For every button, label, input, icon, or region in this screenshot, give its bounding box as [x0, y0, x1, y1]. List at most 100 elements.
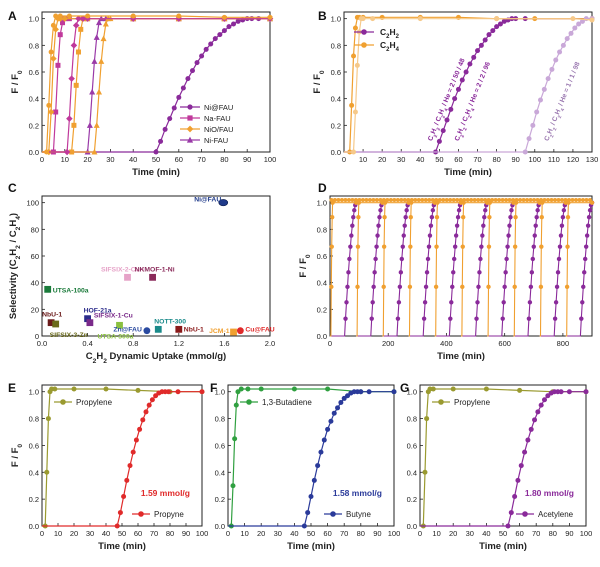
series-line: [356, 202, 383, 337]
data-point: [430, 208, 436, 213]
data-point: [63, 148, 71, 156]
x-tick-label: 100: [388, 529, 401, 538]
y-tick-label: 0.8: [29, 41, 39, 50]
data-point: [465, 198, 470, 202]
data-point: [477, 270, 482, 275]
data-point: [426, 244, 432, 249]
series-6: [42, 15, 274, 156]
data-point: [456, 208, 462, 213]
data-point: [534, 109, 540, 115]
data-point: [530, 256, 536, 262]
data-point: [487, 214, 492, 220]
data-point: [355, 284, 360, 290]
data-point: [391, 389, 397, 395]
axes-frame: [419, 384, 587, 527]
data-point: [93, 122, 100, 128]
data-point: [504, 198, 509, 202]
data-point: [429, 214, 435, 220]
x-tick-label: 0: [40, 155, 44, 164]
y-tick-label: 0.4: [407, 468, 417, 477]
data-point: [538, 284, 544, 290]
scatter-point-label: NbU-1: [42, 312, 62, 319]
data-point: [381, 284, 386, 290]
data-point: [428, 223, 434, 228]
data-point: [121, 493, 127, 499]
data-point: [203, 46, 209, 52]
data-point: [402, 198, 407, 202]
data-point: [130, 449, 136, 455]
data-point: [325, 426, 331, 432]
x-tick-label: 90: [243, 155, 251, 164]
data-point: [230, 483, 236, 489]
y-axis-label: Selectivity (C2H2 / C2H4): [8, 213, 22, 319]
data-point: [525, 437, 531, 443]
data-point: [364, 198, 369, 202]
data-point: [341, 395, 347, 401]
data-point: [437, 198, 442, 202]
series-propylene: [42, 386, 205, 529]
data-point: [553, 300, 559, 305]
data-point: [57, 13, 63, 19]
data-point: [348, 244, 353, 249]
data-point: [453, 233, 459, 238]
data-point: [146, 402, 152, 408]
data-point: [345, 284, 350, 290]
data-point: [344, 300, 349, 305]
scatter-point-label: Cu@FAU: [245, 327, 274, 334]
data-point: [73, 82, 79, 88]
data-point: [474, 316, 479, 321]
data-point: [497, 21, 503, 27]
data-point: [500, 198, 505, 202]
data-point: [149, 397, 155, 403]
series-line: [434, 202, 462, 337]
data-point: [52, 386, 58, 392]
x-tick-label: 60: [454, 155, 462, 164]
uptake-annotation: 1.58 mmol/g: [333, 488, 382, 498]
data-point: [553, 198, 558, 202]
data-point: [500, 316, 505, 321]
data-point: [454, 223, 460, 228]
data-point: [68, 75, 75, 82]
data-point: [483, 198, 488, 202]
data-point: [481, 223, 486, 228]
data-point: [371, 198, 376, 202]
data-point: [185, 76, 191, 82]
data-point: [506, 233, 511, 238]
data-point: [537, 97, 543, 103]
data-point: [114, 523, 120, 529]
series-acetylene: [420, 389, 589, 529]
scatter-point: [230, 328, 237, 336]
data-point: [305, 510, 311, 516]
y-tick-label: 0.2: [407, 495, 417, 504]
data-point: [53, 13, 59, 19]
data-point: [469, 198, 474, 202]
y-tick-label: 0.6: [215, 441, 225, 450]
data-point: [568, 30, 574, 36]
data-point: [366, 389, 372, 395]
x-tick-label: 120: [567, 155, 580, 164]
data-point: [402, 223, 407, 228]
data-point: [518, 198, 523, 202]
data-point: [356, 214, 361, 220]
data-point: [539, 244, 544, 249]
x-tick-label: 100: [196, 529, 209, 538]
data-point: [267, 14, 273, 20]
data-point: [420, 198, 425, 202]
data-point: [529, 270, 535, 275]
data-point: [171, 105, 177, 111]
x-tick-label: 40: [129, 155, 137, 164]
y-tick-label: 0.2: [215, 495, 225, 504]
x-tick-label: 50: [118, 529, 126, 538]
legend-label: NiO/FAU: [204, 125, 234, 134]
data-point: [511, 198, 516, 202]
data-point: [385, 198, 390, 202]
scatter-point: [143, 327, 151, 335]
data-point: [527, 300, 533, 305]
data-point: [557, 244, 563, 249]
data-point: [153, 149, 159, 155]
data-point: [397, 284, 403, 290]
data-point: [69, 149, 75, 155]
scatter-point-label: UTSA-300a: [98, 333, 134, 340]
data-point: [199, 389, 205, 395]
legend-marker: [60, 399, 66, 405]
